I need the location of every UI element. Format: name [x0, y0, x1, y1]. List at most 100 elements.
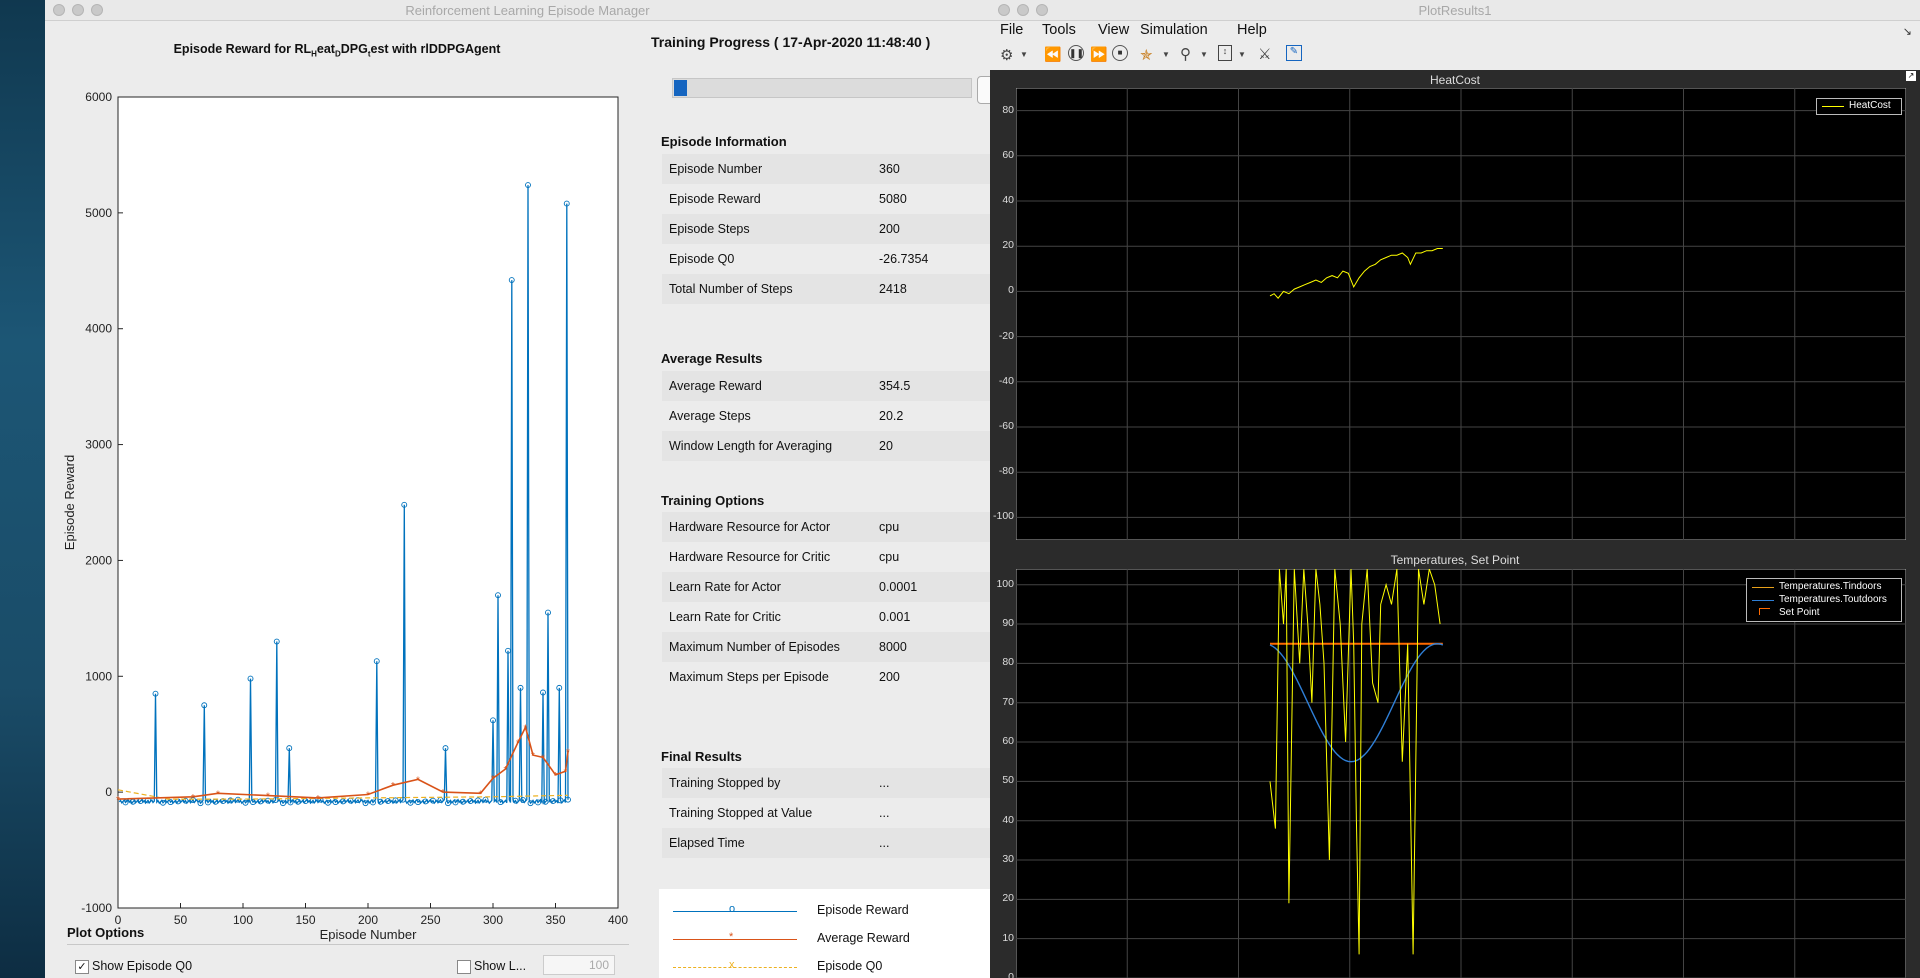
step-back-icon[interactable]: ⏪: [1044, 46, 1062, 62]
average-reward-marker: *: [554, 771, 558, 782]
menu-tools[interactable]: Tools: [1042, 22, 1076, 38]
field-value: 360: [879, 162, 900, 176]
field-row: Total Number of Steps 2418: [662, 274, 1010, 304]
legend-label: Temperatures.Toutdoors: [1779, 594, 1887, 605]
episode-reward-marker: [556, 684, 563, 691]
scope-y-tick: 40: [1002, 194, 1014, 206]
fit-icon[interactable]: ↕: [1218, 45, 1232, 61]
x-axis-label: Episode Number: [320, 927, 417, 942]
highlight-icon[interactable]: ✯: [1140, 47, 1153, 64]
field-label: Maximum Steps per Episode: [669, 670, 829, 684]
field-label: Total Number of Steps: [669, 282, 793, 296]
field-value: 20.2: [879, 409, 904, 423]
zoom-icon[interactable]: ⚲: [1180, 46, 1191, 63]
dropdown-icon[interactable]: ▼: [1162, 50, 1170, 59]
minimize-window-button[interactable]: [1017, 4, 1029, 16]
field-value: 2418: [879, 282, 907, 296]
toutdoors-line: [1269, 642, 1444, 763]
show-l-checkbox[interactable]: [457, 960, 471, 974]
field-value: 0.0001: [879, 580, 918, 594]
tindoors-line: [1269, 569, 1441, 955]
show-q0-checkbox[interactable]: ✓: [75, 960, 89, 974]
scope-y-tick: 100: [996, 577, 1014, 590]
scope-y-tick: 70: [1002, 695, 1014, 708]
stop-icon[interactable]: ■: [1112, 45, 1128, 61]
temperatures-legend: Temperatures.Tindoors Temperatures.Toutd…: [1746, 578, 1902, 622]
episode-reward-marker: [475, 797, 481, 804]
field-row: Hardware Resource for Critic cpu: [662, 542, 1010, 572]
legend-step-line: [1759, 608, 1770, 615]
scope-y-tick: 40: [1002, 813, 1014, 826]
scope-y-tick: -80: [998, 465, 1014, 478]
plotresults-titlebar: PlotResults1: [990, 0, 1920, 21]
close-window-button[interactable]: [53, 4, 65, 16]
episode-reward-marker: [392, 797, 399, 804]
dropdown-icon[interactable]: ▼: [1200, 50, 1208, 59]
scope-y-tick: 30: [1002, 853, 1014, 866]
episode-reward-marker: [286, 745, 293, 752]
average-reward-marker: *: [391, 781, 395, 792]
episode-reward-marker: [160, 799, 166, 806]
menu-help[interactable]: Help: [1237, 22, 1267, 38]
scope-y-tick: -40: [998, 374, 1014, 387]
menu-simulation[interactable]: Simulation: [1140, 22, 1208, 38]
pause-icon[interactable]: ❚❚: [1068, 45, 1084, 61]
legend-label: Average Reward: [817, 931, 910, 945]
edit-icon[interactable]: ✎: [1286, 45, 1302, 61]
episode-reward-marker: [542, 798, 549, 805]
show-l-label: Show L...: [474, 959, 527, 973]
average-reward-marker: *: [266, 792, 270, 803]
scope-y-tick: -60: [998, 420, 1014, 432]
episode-reward-marker: [445, 800, 451, 807]
zoom-window-button[interactable]: [1036, 4, 1048, 16]
average-reward-marker: *: [116, 795, 120, 806]
settings-icon[interactable]: ⚙: [1000, 47, 1014, 64]
episode-reward-marker: [422, 798, 429, 805]
averaging-window-value: 100: [588, 958, 609, 972]
averaging-window-input[interactable]: 100: [543, 955, 615, 975]
episode-reward-marker: [517, 684, 524, 691]
scope-y-tick: 80: [1002, 103, 1014, 116]
undock-icon[interactable]: ↗: [1906, 71, 1916, 81]
zoom-window-button[interactable]: [91, 4, 103, 16]
average-reward-marker: *: [524, 723, 528, 734]
episode-reward-marker: [167, 799, 174, 806]
field-label: Hardware Resource for Actor: [669, 520, 831, 534]
step-forward-icon[interactable]: ⏩: [1090, 46, 1108, 62]
field-label: Maximum Number of Episodes: [669, 640, 840, 654]
plot-title-part: Episode Reward for RL: [173, 42, 312, 56]
legend-label: Set Point: [1779, 607, 1820, 618]
menu-view[interactable]: View: [1098, 22, 1130, 38]
menu-file[interactable]: File: [1000, 22, 1024, 38]
episode-reward-marker: [265, 797, 271, 804]
field-label: Window Length for Averaging: [669, 439, 833, 453]
field-value: cpu: [879, 520, 900, 534]
field-row: Elapsed Time...: [662, 828, 1010, 858]
dropdown-icon[interactable]: ▼: [1020, 50, 1028, 59]
plot-title-sub: D: [334, 49, 341, 59]
cursor-icon[interactable]: ⚔: [1258, 46, 1272, 63]
temperatures-plot: [1016, 569, 1906, 978]
episode-reward-marker: [563, 200, 570, 207]
field-row: Training Stopped at Value...: [662, 798, 1010, 828]
scope-y-tick: 0: [1008, 284, 1014, 297]
y-tick-label: -1000: [81, 901, 112, 915]
average-reward-marker: *: [531, 751, 535, 762]
episode-reward-marker: [280, 800, 286, 807]
menu-overflow-icon[interactable]: ↘: [1902, 26, 1912, 38]
average-reward-marker: *: [491, 774, 495, 785]
episode-manager-window: Reinforcement Learning Episode Manager E…: [45, 0, 1010, 978]
minimize-window-button[interactable]: [72, 4, 84, 16]
y-tick-label: 6000: [85, 90, 112, 104]
field-row: Maximum Steps per Episode 200: [662, 662, 1010, 692]
close-window-button[interactable]: [998, 4, 1010, 16]
episode-reward-marker: [362, 800, 369, 807]
episode-reward-marker: [407, 799, 414, 806]
x-tick-label: 150: [295, 913, 315, 927]
episode-reward-marker: [182, 797, 189, 804]
episode-reward-marker: [497, 799, 504, 806]
field-label: Episode Number: [669, 162, 763, 176]
average-reward-marker: *: [216, 789, 220, 800]
episode-reward-marker: [535, 799, 541, 806]
dropdown-icon[interactable]: ▼: [1238, 50, 1246, 59]
